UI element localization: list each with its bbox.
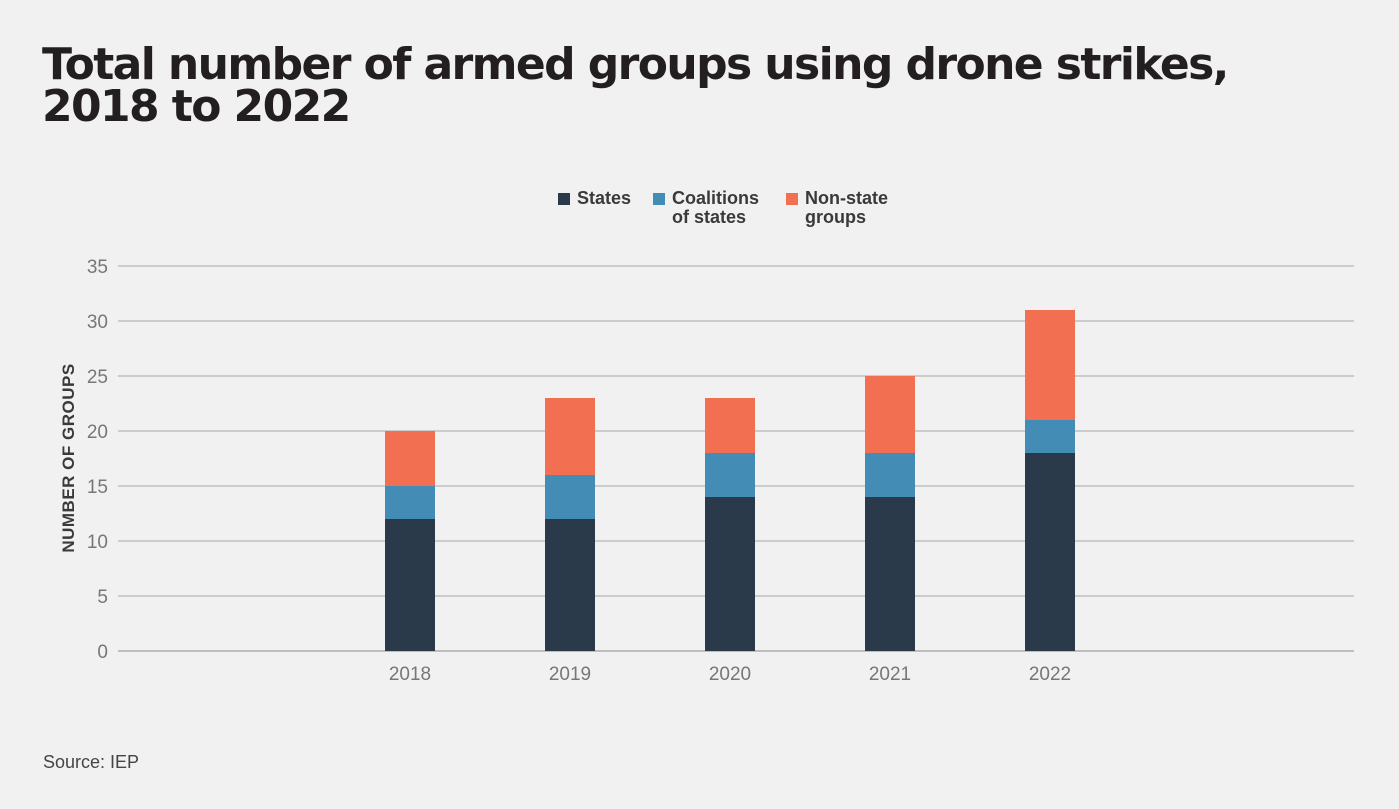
bar-coalitions-2021: [865, 453, 915, 497]
chart-title-line-2: 2018 to 2022: [42, 81, 351, 132]
chart-title-line-1: Total number of armed groups using drone…: [42, 39, 1229, 90]
bar-coalitions-2019: [545, 475, 595, 519]
bar-non-state-2018: [385, 431, 435, 486]
bar-states-2021: [865, 497, 915, 651]
y-tick-label-15: 15: [87, 477, 108, 498]
legend-item-non-state: Non-state groups: [786, 189, 905, 227]
bar-states-2020: [705, 497, 755, 651]
legend-swatch-coalitions: [653, 193, 665, 205]
x-tick-label-2018: 2018: [389, 664, 431, 685]
legend-item-coalitions: Coalitions of states: [653, 189, 772, 227]
chart-title: Total number of armed groups using drone…: [42, 39, 1342, 132]
bar-non-state-2022: [1025, 310, 1075, 420]
x-tick-label-2022: 2022: [1029, 664, 1071, 685]
legend-label-non-state: Non-state groups: [805, 188, 889, 227]
y-tick-label-10: 10: [87, 532, 108, 553]
y-tick-label-35: 35: [87, 257, 108, 278]
chart-legend: States Coalitions of states Non-state gr…: [558, 189, 905, 227]
legend-swatch-non-state: [786, 193, 798, 205]
y-axis-label: NUMBER OF GROUPS: [59, 363, 78, 552]
y-axis-ticks: 0 5 10 15 20 25 30 35: [87, 257, 108, 663]
source-note: Source: IEP: [43, 752, 140, 772]
bar-states-2018: [385, 519, 435, 651]
bar-non-state-2020: [705, 398, 755, 453]
bars: [385, 310, 1075, 651]
y-tick-label-30: 30: [87, 312, 108, 333]
legend-label-coalitions: Coalitions of states: [672, 188, 760, 227]
y-tick-label-20: 20: [87, 422, 108, 443]
bar-states-2022: [1025, 453, 1075, 651]
legend-item-states: States: [558, 189, 639, 227]
y-tick-label-0: 0: [97, 642, 108, 663]
bar-coalitions-2018: [385, 486, 435, 519]
bar-non-state-2021: [865, 376, 915, 453]
bar-non-state-2019: [545, 398, 595, 475]
bar-coalitions-2022: [1025, 420, 1075, 453]
x-axis-ticks: 2018 2019 2020 2021 2022: [389, 664, 1071, 685]
bar-coalitions-2020: [705, 453, 755, 497]
x-tick-label-2020: 2020: [709, 664, 751, 685]
y-tick-label-5: 5: [97, 587, 108, 608]
legend-swatch-states: [558, 193, 570, 205]
x-tick-label-2021: 2021: [869, 664, 911, 685]
legend-label-states: States: [577, 188, 632, 208]
y-tick-label-25: 25: [87, 367, 108, 388]
x-tick-label-2019: 2019: [549, 664, 591, 685]
bar-states-2019: [545, 519, 595, 651]
